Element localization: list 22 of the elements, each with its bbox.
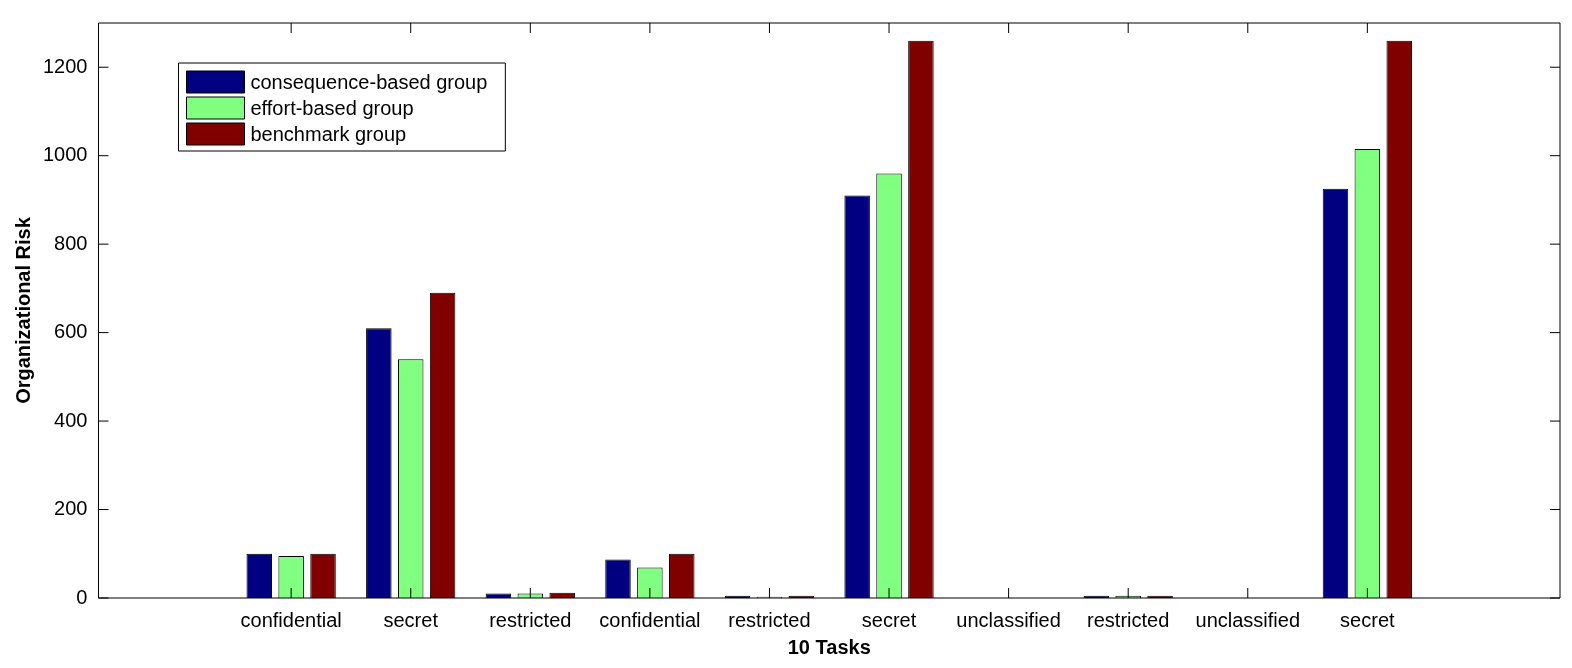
x-tick-label: unclassified xyxy=(1195,608,1301,631)
legend-label: consequence-based group xyxy=(250,70,488,93)
y-axis-title: Organizational Risk xyxy=(11,216,34,404)
x-tick-label: unclassified xyxy=(956,608,1061,631)
x-tick-label: restricted xyxy=(489,608,572,631)
y-tick-label: 1200 xyxy=(42,54,88,77)
x-tick-label: restricted xyxy=(728,608,811,631)
x-tick-label: restricted xyxy=(1087,608,1170,631)
y-tick-label: 200 xyxy=(54,497,88,520)
y-tick-label: 0 xyxy=(76,585,88,608)
y-tick-label: 1000 xyxy=(42,143,88,166)
x-tick-label: secret xyxy=(1340,608,1396,631)
x-tick-label: confidential xyxy=(240,608,342,631)
x-tick-label: secret xyxy=(861,608,917,631)
x-tick-label: confidential xyxy=(599,608,701,631)
y-tick-label: 400 xyxy=(54,408,88,431)
legend-label: effort-based group xyxy=(250,96,414,119)
x-axis-title: 10 Tasks xyxy=(787,635,871,658)
y-tick-label: 800 xyxy=(54,231,88,254)
x-tick-label: secret xyxy=(383,608,439,631)
legend-label: benchmark group xyxy=(250,122,407,145)
y-tick-label: 600 xyxy=(54,320,88,343)
